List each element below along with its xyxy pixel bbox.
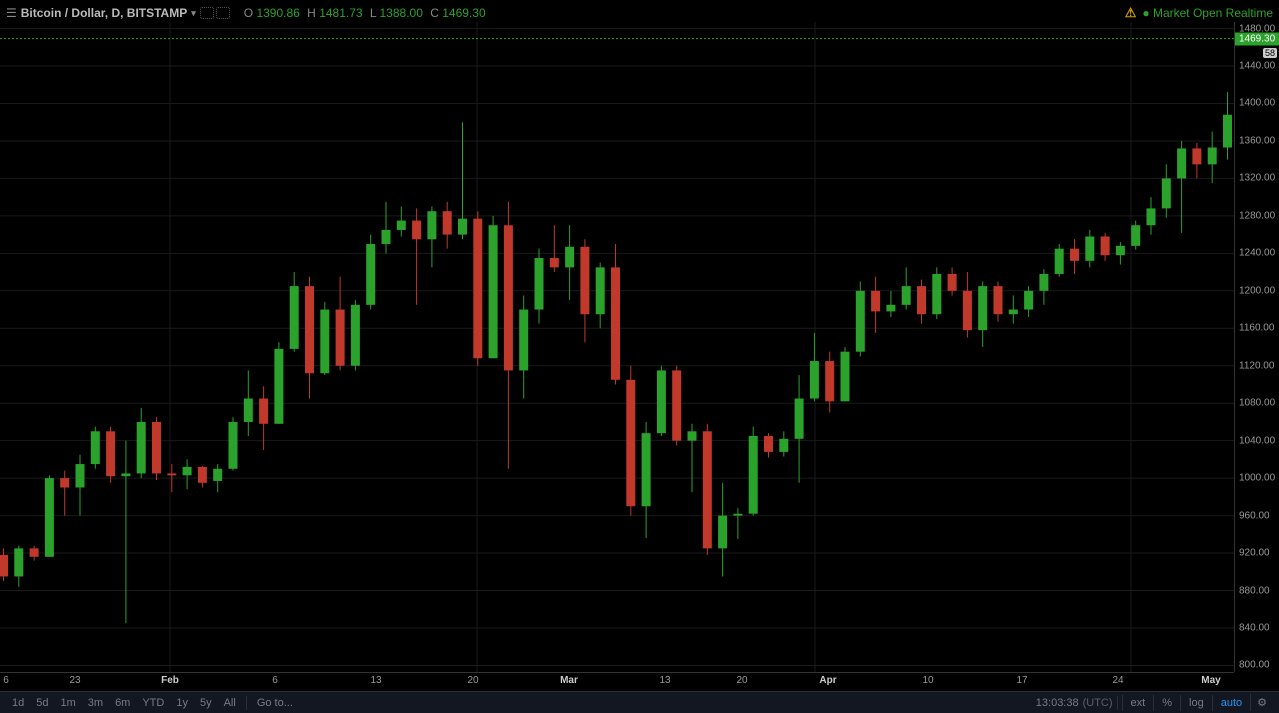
symbol-title[interactable]: Bitcoin / Dollar, D, BITSTAMP bbox=[21, 6, 187, 20]
market-status-text: Market Open Realtime bbox=[1153, 6, 1273, 20]
y-tick: 1360.00 bbox=[1239, 135, 1275, 146]
y-tick: 1400.00 bbox=[1239, 98, 1275, 109]
indicator-pill-1[interactable] bbox=[200, 7, 214, 19]
range-1m[interactable]: 1m bbox=[55, 695, 82, 711]
market-status: ● Market Open Realtime bbox=[1142, 6, 1273, 20]
y-tick: 1040.00 bbox=[1239, 435, 1275, 446]
ohlc-h-value: 1481.73 bbox=[319, 6, 362, 20]
separator bbox=[1117, 696, 1118, 710]
ohlc-l-value: 1388.00 bbox=[380, 6, 423, 20]
footer-toolbar: 1d5d1m3m6mYTD1y5yAll Go to... 13:03:38 (… bbox=[0, 691, 1279, 713]
x-tick: May bbox=[1201, 675, 1220, 686]
separator bbox=[246, 696, 247, 710]
time-axis[interactable]: 6 23 Feb 6 13 20 Mar 13 20 Apr 10 17 24 May bbox=[0, 672, 1234, 690]
toggle-log[interactable]: log bbox=[1180, 695, 1212, 711]
x-tick: 17 bbox=[1016, 675, 1027, 686]
range-1d[interactable]: 1d bbox=[6, 695, 30, 711]
y-tick: 1240.00 bbox=[1239, 248, 1275, 259]
y-tick: 1000.00 bbox=[1239, 473, 1275, 484]
y-tick: 1320.00 bbox=[1239, 173, 1275, 184]
range-5y[interactable]: 5y bbox=[194, 695, 218, 711]
ohlc-readout: O 1390.86 H 1481.73 L 1388.00 C 1469.30 bbox=[240, 6, 486, 20]
x-tick: 6 bbox=[272, 675, 278, 686]
range-6m[interactable]: 6m bbox=[109, 695, 136, 711]
alert-icon[interactable]: ⚠ bbox=[1125, 5, 1137, 21]
y-tick: 1120.00 bbox=[1239, 360, 1274, 371]
y-tick: 1200.00 bbox=[1239, 285, 1275, 296]
settings-gear-icon[interactable]: ⚙ bbox=[1250, 694, 1273, 711]
hamburger-icon[interactable]: ☰ bbox=[6, 6, 17, 20]
y-tick: 800.00 bbox=[1239, 660, 1270, 671]
toggle-ext[interactable]: ext bbox=[1122, 695, 1154, 711]
x-tick: 13 bbox=[370, 675, 381, 686]
range-1y[interactable]: 1y bbox=[170, 695, 194, 711]
x-tick: 10 bbox=[922, 675, 933, 686]
chart-area[interactable] bbox=[0, 22, 1234, 672]
market-status-dot-icon: ● bbox=[1142, 6, 1149, 20]
y-tick: 880.00 bbox=[1239, 585, 1270, 596]
ohlc-h-label: H bbox=[307, 6, 316, 20]
range-5d[interactable]: 5d bbox=[30, 695, 54, 711]
range-YTD[interactable]: YTD bbox=[136, 695, 170, 711]
x-tick: Feb bbox=[161, 675, 179, 686]
candlestick-chart[interactable] bbox=[0, 22, 1234, 672]
countdown-badge: 58 bbox=[1263, 48, 1277, 58]
x-tick: 23 bbox=[69, 675, 80, 686]
ohlc-o-value: 1390.86 bbox=[256, 6, 299, 20]
x-tick: 20 bbox=[467, 675, 478, 686]
ohlc-c-label: C bbox=[430, 6, 439, 20]
clock-time: 13:03:38 bbox=[1036, 697, 1079, 709]
toggle-auto[interactable]: auto bbox=[1212, 695, 1250, 711]
x-tick: 24 bbox=[1112, 675, 1123, 686]
ohlc-o-label: O bbox=[244, 6, 253, 20]
x-tick: Apr bbox=[819, 675, 836, 686]
goto-button[interactable]: Go to... bbox=[251, 695, 299, 711]
y-tick: 1160.00 bbox=[1239, 323, 1274, 334]
x-tick: Mar bbox=[560, 675, 578, 686]
ohlc-c-value: 1469.30 bbox=[442, 6, 485, 20]
current-price-label: 1469.30 bbox=[1235, 32, 1279, 45]
x-tick: 20 bbox=[736, 675, 747, 686]
ohlc-l-label: L bbox=[370, 6, 376, 20]
y-tick: 840.00 bbox=[1239, 622, 1270, 633]
y-tick: 1280.00 bbox=[1239, 210, 1275, 221]
y-tick: 920.00 bbox=[1239, 548, 1270, 559]
symbol-dropdown-caret-icon[interactable]: ▾ bbox=[191, 8, 196, 19]
toggle-%[interactable]: % bbox=[1153, 695, 1180, 711]
x-tick: 13 bbox=[659, 675, 670, 686]
indicator-pill-2[interactable] bbox=[216, 7, 230, 19]
range-3m[interactable]: 3m bbox=[82, 695, 109, 711]
range-All[interactable]: All bbox=[218, 695, 242, 711]
y-tick: 1440.00 bbox=[1239, 61, 1275, 72]
clock-timezone: (UTC) bbox=[1083, 697, 1113, 709]
y-tick: 1080.00 bbox=[1239, 398, 1275, 409]
y-tick: 960.00 bbox=[1239, 510, 1270, 521]
price-axis[interactable]: 800.00 840.00 880.00 920.00 960.00 1000.00 104… bbox=[1234, 22, 1279, 672]
chart-header: ☰ Bitcoin / Dollar, D, BITSTAMP ▾ O 1390… bbox=[6, 4, 1273, 22]
x-tick: 6 bbox=[3, 675, 9, 686]
